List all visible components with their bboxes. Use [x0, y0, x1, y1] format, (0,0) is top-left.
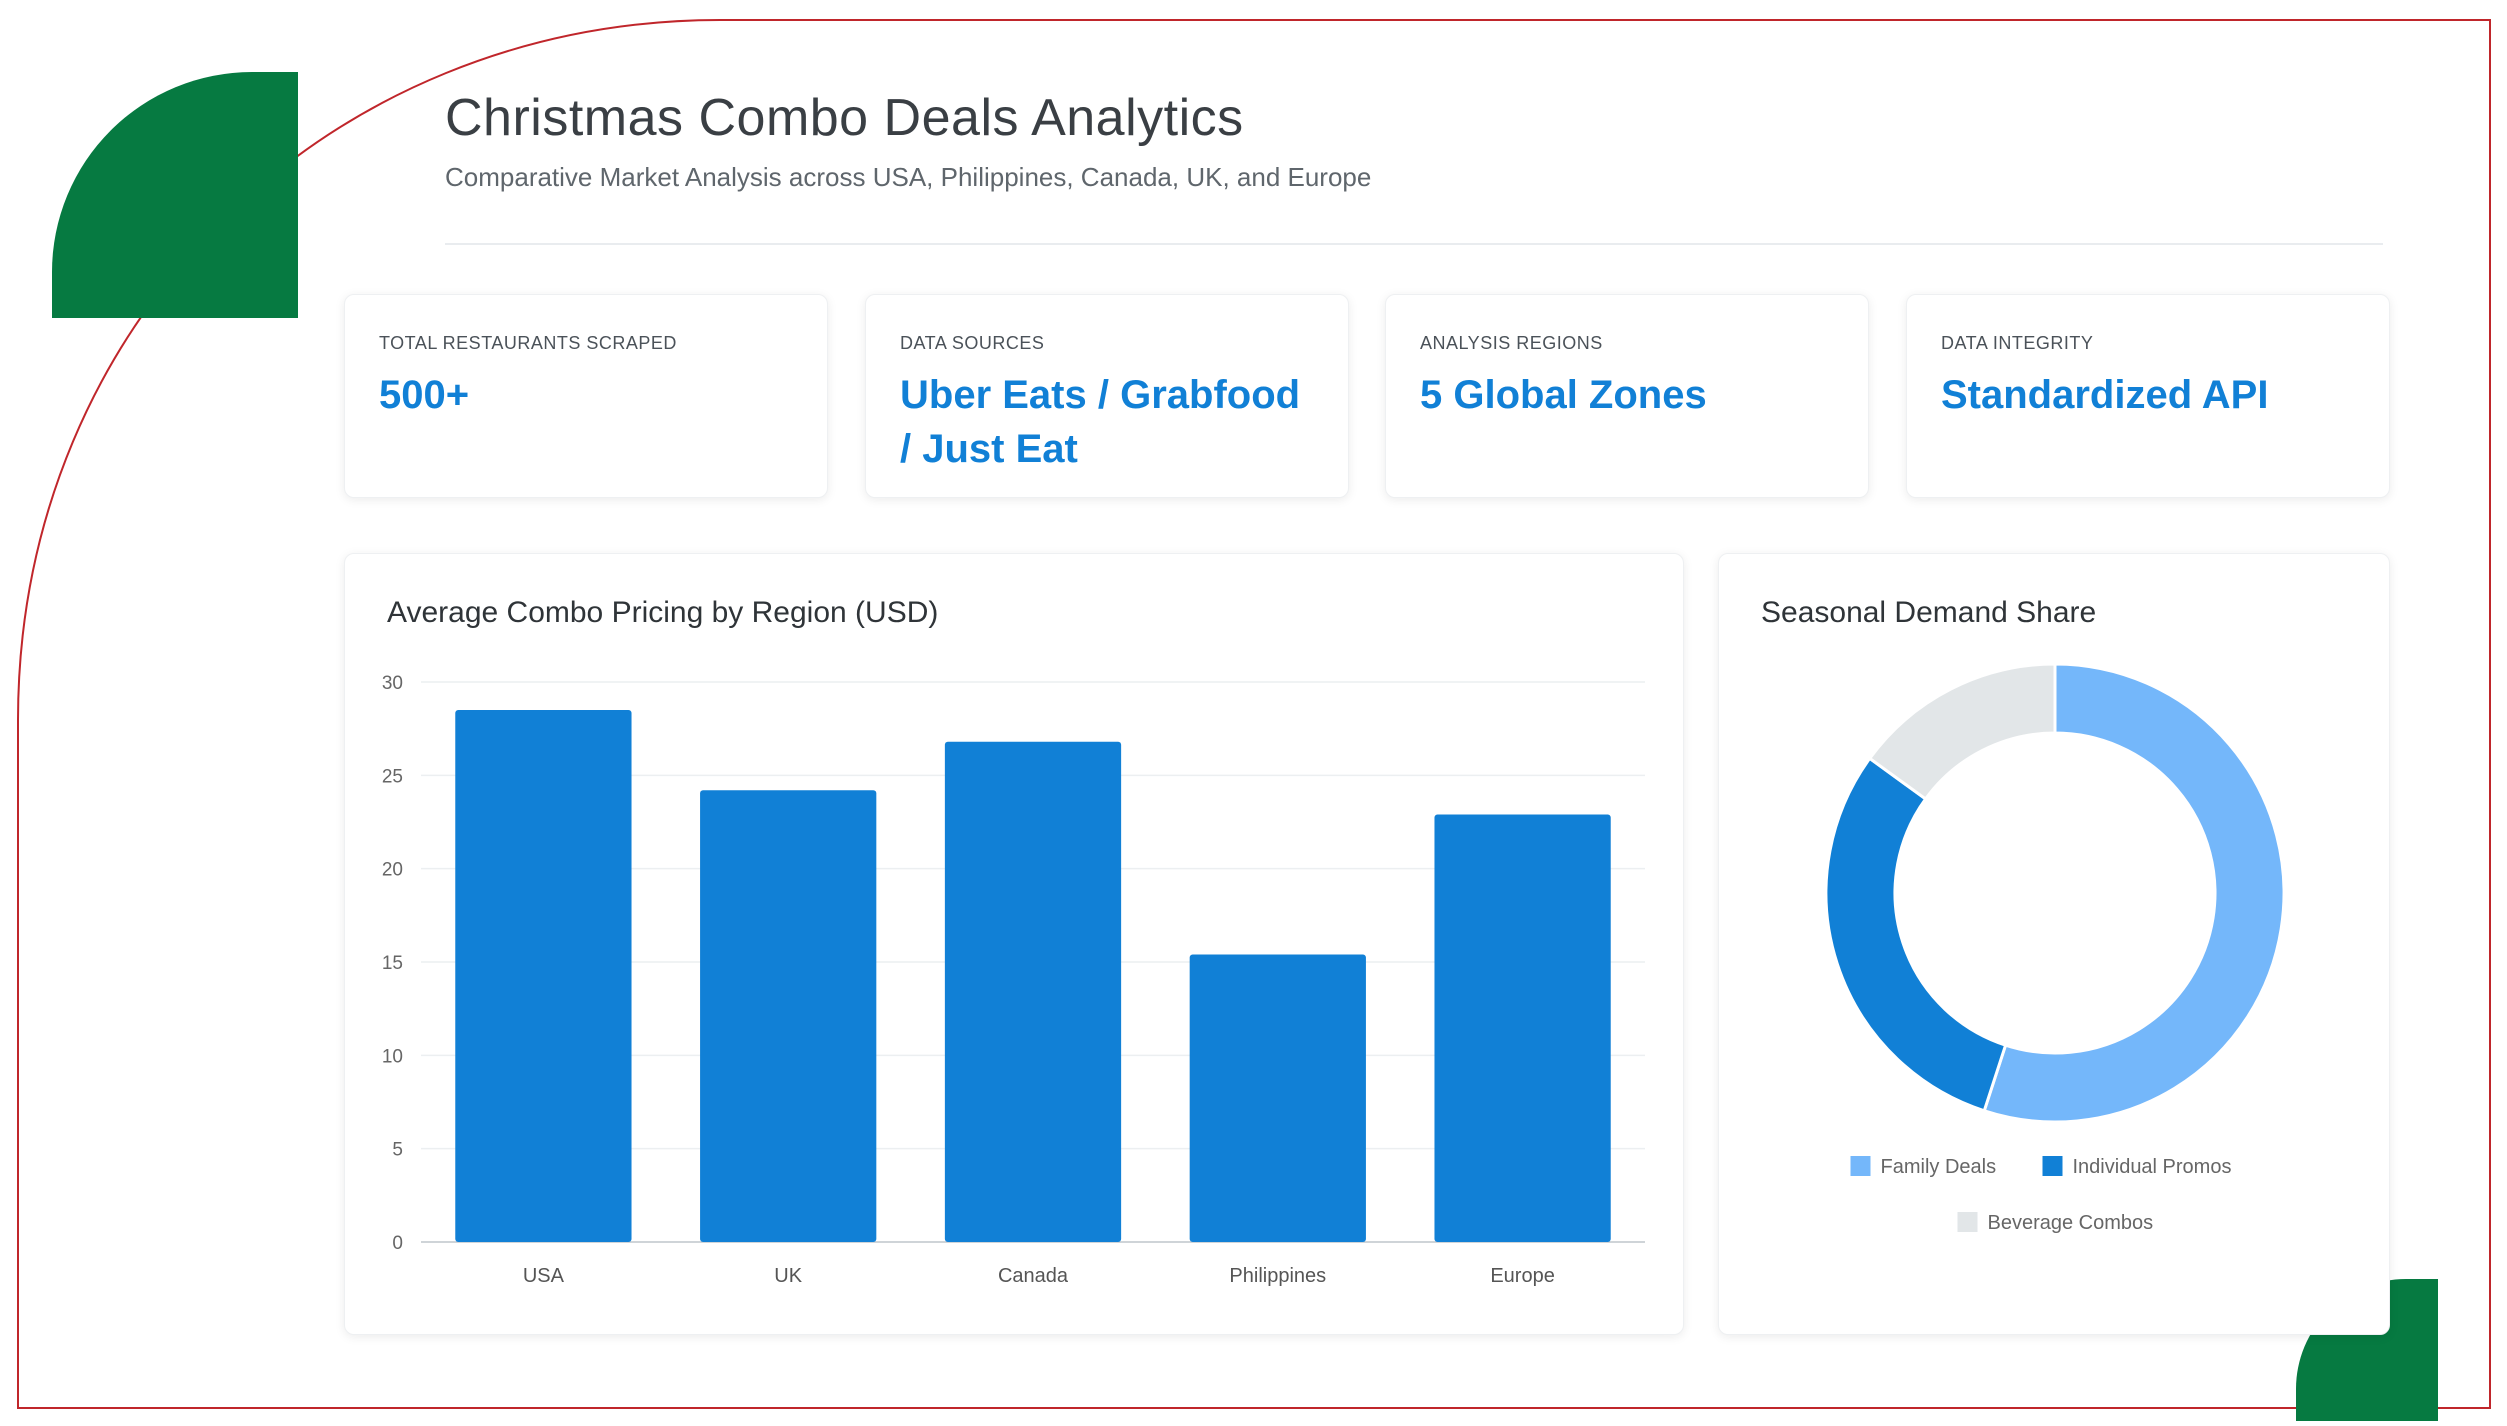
y-tick-label: 15 [382, 953, 403, 974]
stat-label: DATA INTEGRITY [1941, 333, 2094, 353]
y-tick-label: 30 [382, 673, 403, 694]
bar-chart-title: Average Combo Pricing by Region (USD) [387, 596, 939, 629]
stat-value: 5 Global Zones [1420, 373, 1707, 417]
legend-swatch [1957, 1212, 1978, 1232]
x-tick-label: Philippines [1229, 1265, 1326, 1287]
donut-chart-card: Seasonal Demand Share Family Deals Indivi… [1718, 553, 2390, 1335]
donut-slice[interactable] [1982, 662, 2286, 1124]
stat-value: Standardized API [1941, 373, 2269, 417]
header-divider [445, 243, 2383, 245]
y-tick-label: 25 [382, 766, 403, 787]
stat-card-restaurants: TOTAL RESTAURANTS SCRAPED 500+ [344, 294, 828, 498]
y-tick-label: 5 [392, 1140, 403, 1161]
stat-value: 500+ [379, 373, 470, 417]
x-tick-label: UK [774, 1265, 802, 1287]
bar[interactable] [455, 710, 632, 1242]
y-tick-label: 10 [382, 1046, 403, 1067]
legend-label: Individual Promos [2073, 1156, 2232, 1178]
donut-slice[interactable] [1867, 662, 2057, 802]
legend-label: Family Deals [1881, 1156, 1997, 1178]
bar-chart-card: Average Combo Pricing by Region (USD) 0 5… [344, 553, 1684, 1335]
bar-chart: 0 5 10 15 20 25 30 USA UK Canada Philippines Europe [382, 673, 1645, 1287]
stat-label: DATA SOURCES [900, 333, 1045, 353]
x-tick-label: USA [523, 1265, 565, 1287]
stat-card-sources: DATA SOURCES Uber Eats / Grabfood / Just… [865, 294, 1349, 498]
donut-chart: Family Deals Individual Promos Beverage Co… [1824, 662, 2286, 1234]
page-title: Christmas Combo Deals Analytics [445, 89, 1244, 147]
bar[interactable] [1434, 814, 1611, 1242]
bar[interactable] [1189, 954, 1366, 1242]
legend-swatch [2042, 1156, 2063, 1176]
donut-chart-title: Seasonal Demand Share [1761, 596, 2097, 629]
y-tick-label: 0 [392, 1233, 403, 1254]
legend-label: Beverage Combos [1988, 1212, 2154, 1234]
stat-card-regions: ANALYSIS REGIONS 5 Global Zones [1385, 294, 1869, 498]
stat-value: Uber Eats / Grabfood / Just Eat [900, 373, 1301, 471]
stat-label: ANALYSIS REGIONS [1420, 333, 1603, 353]
bar[interactable] [700, 790, 877, 1242]
donut-slice[interactable] [1824, 756, 2008, 1113]
bar[interactable] [944, 741, 1122, 1242]
y-tick-label: 20 [382, 860, 403, 881]
page-subtitle: Comparative Market Analysis across USA, … [445, 162, 1372, 192]
x-tick-label: Europe [1490, 1265, 1555, 1287]
legend-swatch [1850, 1156, 1871, 1176]
x-tick-label: Canada [998, 1265, 1069, 1287]
stat-card-integrity: DATA INTEGRITY Standardized API [1906, 294, 2390, 498]
stat-label: TOTAL RESTAURANTS SCRAPED [379, 333, 677, 353]
